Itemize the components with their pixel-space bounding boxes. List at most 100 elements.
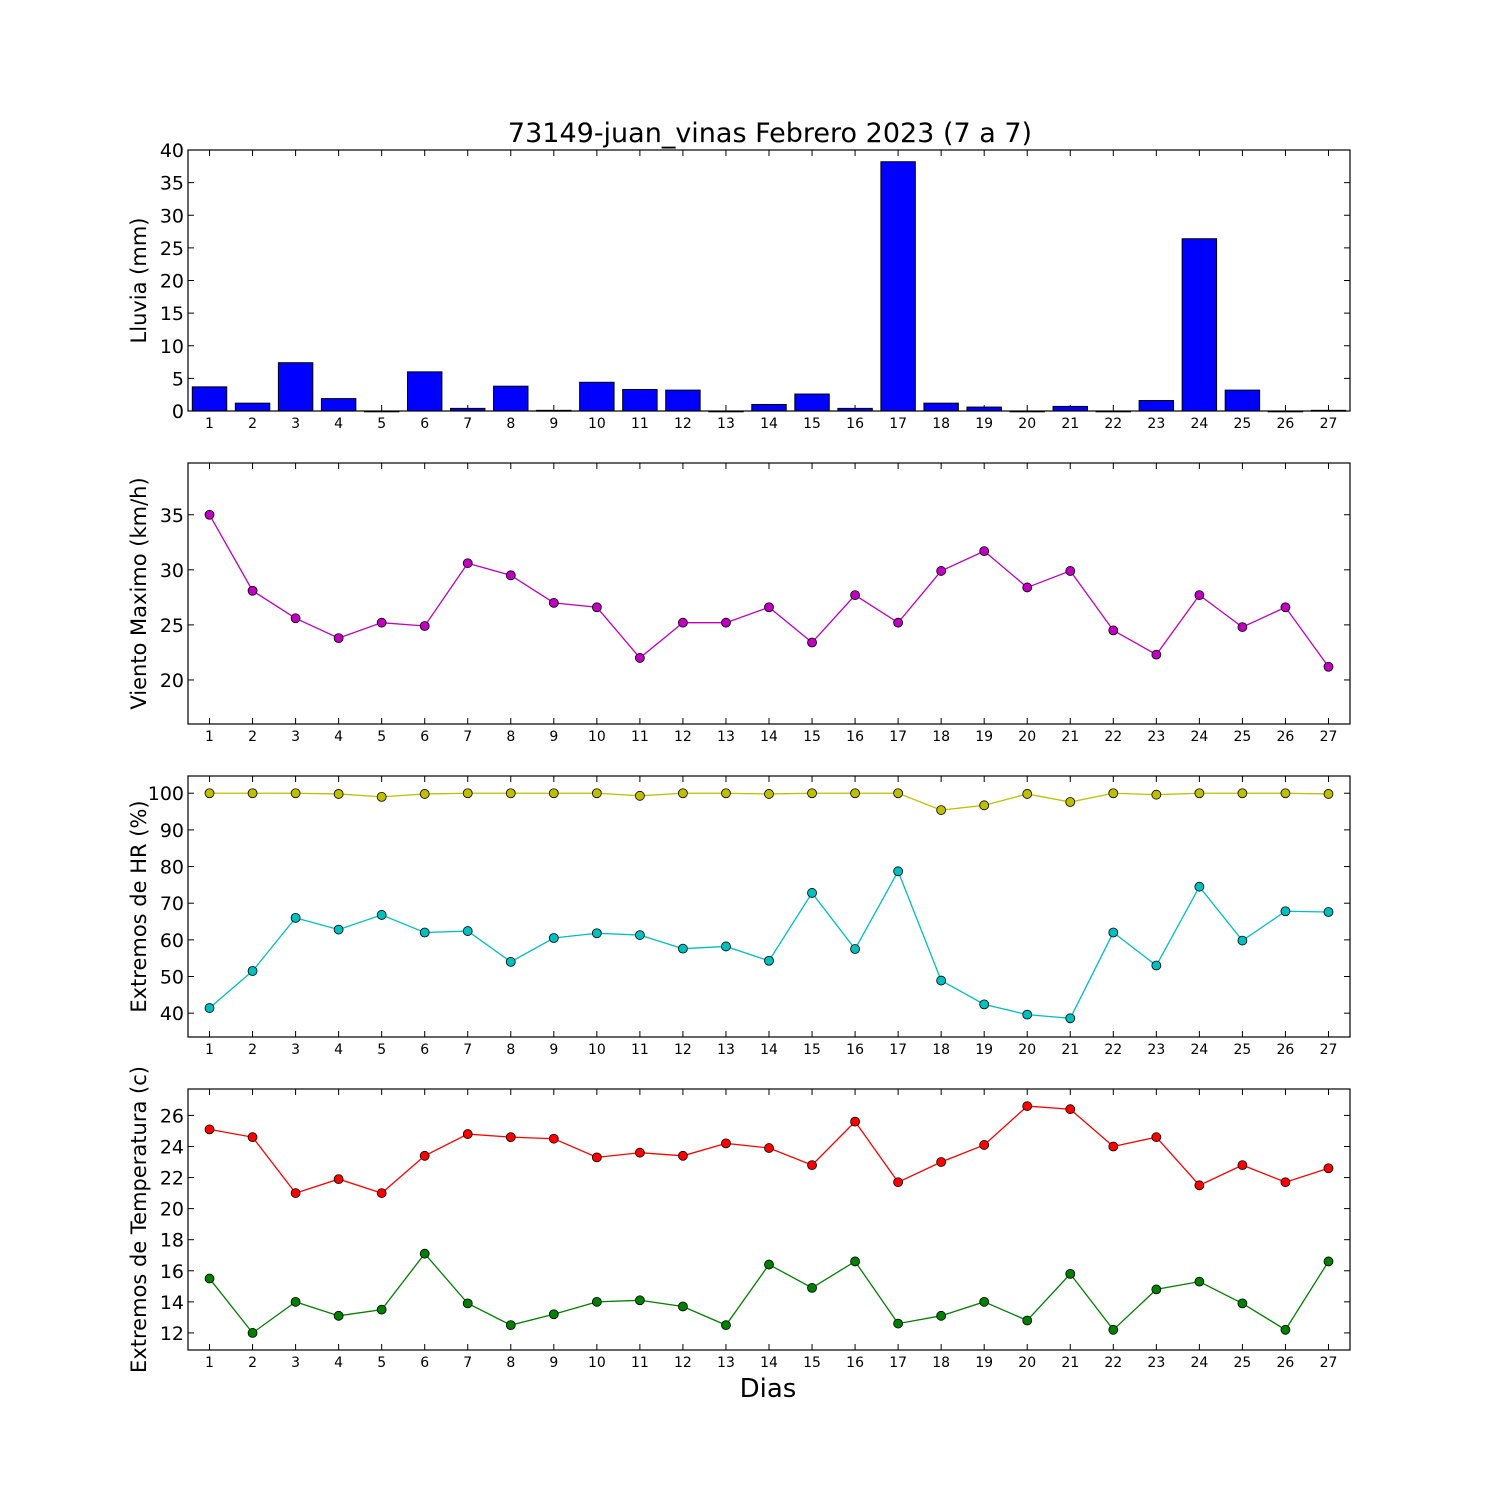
data-point <box>419 621 430 631</box>
axes-frame <box>187 775 1351 1038</box>
data-point <box>290 613 301 624</box>
data-point <box>936 975 947 986</box>
data-point <box>247 1132 258 1143</box>
data-point <box>548 1309 559 1320</box>
data-point <box>1323 661 1334 672</box>
x-tick-label: 26 <box>1277 1355 1295 1371</box>
x-tick-label: 13 <box>717 1042 735 1058</box>
data-point <box>419 789 430 799</box>
x-tick-label: 6 <box>420 729 429 745</box>
x-tick-label: 2 <box>248 416 257 432</box>
data-point <box>979 1296 990 1307</box>
x-tick-label: 21 <box>1061 1042 1079 1058</box>
data-point <box>1280 602 1291 613</box>
data-point <box>1065 566 1076 576</box>
data-point <box>1323 1163 1334 1174</box>
x-tick-label: 5 <box>377 1042 386 1058</box>
x-tick-label: 26 <box>1277 416 1295 432</box>
data-point <box>893 1177 904 1188</box>
x-tick-label: 16 <box>846 729 864 745</box>
rain-bar <box>277 362 314 412</box>
x-tick-label: 11 <box>631 1355 649 1371</box>
data-point <box>419 927 430 938</box>
data-point <box>1323 1256 1334 1267</box>
x-tick-label: 17 <box>889 416 907 432</box>
rain-bar <box>1052 405 1088 412</box>
data-point <box>1194 590 1205 601</box>
data-point <box>333 1174 344 1185</box>
x-tick-label: 8 <box>506 1042 515 1058</box>
y-tick-label: 40 <box>160 140 184 162</box>
y-tick-label: 20 <box>160 670 184 692</box>
x-tick-label: 2 <box>248 1042 257 1058</box>
data-point <box>634 1295 645 1306</box>
data-point <box>1065 1268 1076 1279</box>
data-point <box>591 1296 602 1307</box>
data-point <box>1323 907 1334 917</box>
x-tick-label: 27 <box>1320 1355 1338 1371</box>
x-tick-label: 15 <box>803 1042 821 1058</box>
x-tick-label: 16 <box>846 1042 864 1058</box>
data-point <box>936 566 947 576</box>
rain-bar <box>622 388 658 412</box>
rain-bar <box>1224 389 1261 412</box>
data-point <box>376 910 387 920</box>
x-tick-label: 6 <box>420 1355 429 1371</box>
x-tick-label: 25 <box>1233 729 1251 745</box>
x-tick-label: 15 <box>803 729 821 745</box>
x-tick-label: 25 <box>1233 1355 1251 1371</box>
y-axis-label: Extremos de Temperatura (c) <box>127 1066 151 1373</box>
x-tick-label: 3 <box>291 729 300 745</box>
x-tick-label: 15 <box>803 416 821 432</box>
x-tick-label: 22 <box>1104 416 1122 432</box>
data-point <box>764 955 774 966</box>
y-tick-label: 100 <box>148 783 184 805</box>
y-tick-label: 24 <box>160 1136 184 1158</box>
x-tick-label: 25 <box>1233 416 1251 432</box>
data-point <box>290 912 301 923</box>
x-tick-label: 27 <box>1320 416 1338 432</box>
data-point <box>634 790 645 801</box>
data-point <box>1022 582 1033 593</box>
data-point <box>850 1256 860 1267</box>
x-tick-label: 20 <box>1018 416 1036 432</box>
data-point <box>1280 1324 1291 1335</box>
y-tick-label: 35 <box>160 173 184 195</box>
x-tick-label: 20 <box>1018 729 1036 745</box>
y-tick-label: 60 <box>160 930 184 952</box>
data-point <box>204 509 215 520</box>
x-tick-label: 25 <box>1233 1042 1251 1058</box>
data-point <box>1108 1141 1119 1152</box>
x-tick-label: 16 <box>846 416 864 432</box>
y-tick-label: 0 <box>172 401 184 423</box>
y-tick-label: 30 <box>160 560 184 582</box>
data-point <box>247 788 258 799</box>
data-point <box>1237 622 1248 632</box>
data-point <box>979 546 990 557</box>
data-point <box>979 999 990 1010</box>
x-tick-label: 7 <box>463 416 472 432</box>
data-point <box>634 653 645 663</box>
data-point <box>247 585 258 596</box>
data-point <box>462 1129 473 1139</box>
y-tick-label: 18 <box>160 1230 184 1252</box>
data-point <box>1108 1324 1119 1335</box>
data-point <box>1108 788 1119 799</box>
data-point <box>204 1273 215 1284</box>
x-tick-label: 23 <box>1147 729 1165 745</box>
data-point <box>1108 927 1119 938</box>
data-point <box>807 1282 817 1293</box>
data-point <box>290 788 301 799</box>
x-tick-label: 15 <box>803 1355 821 1371</box>
x-tick-label: 12 <box>674 729 692 745</box>
x-tick-label: 13 <box>717 729 735 745</box>
x-tick-label: 18 <box>932 1355 950 1371</box>
x-tick-label: 23 <box>1147 1355 1165 1371</box>
y-tick-label: 30 <box>160 205 184 227</box>
data-point <box>1280 1177 1291 1188</box>
x-tick-label: 1 <box>205 416 214 432</box>
x-tick-label: 5 <box>377 729 386 745</box>
data-point <box>1065 1104 1076 1115</box>
